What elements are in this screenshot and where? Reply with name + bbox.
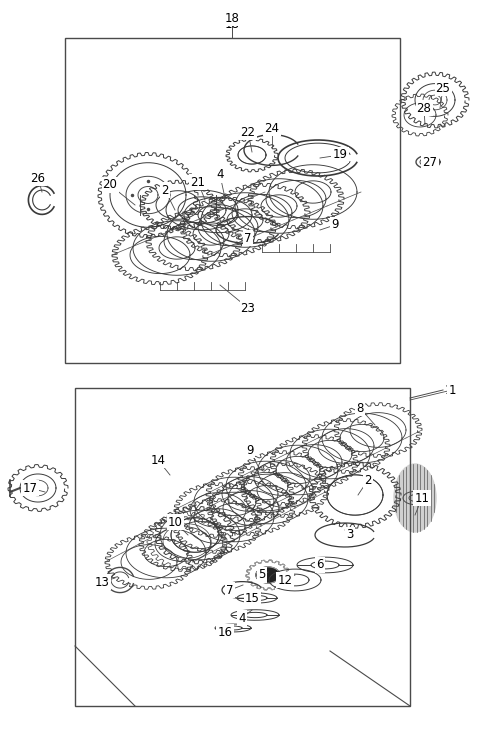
Bar [65,38,400,363]
Text: 1: 1 [444,384,452,397]
Text: 3: 3 [346,529,354,542]
Text: 4: 4 [238,611,246,624]
Text: 5: 5 [258,569,266,581]
Text: 24: 24 [264,122,279,135]
Text: 10: 10 [168,515,182,529]
Text: 26: 26 [31,171,46,184]
Text: 8: 8 [356,401,364,414]
Text: 25: 25 [435,81,450,94]
Text: 15: 15 [245,591,259,605]
Text: 14: 14 [151,454,166,466]
Text: 23: 23 [240,302,255,315]
Text: 9: 9 [331,218,339,231]
Text: 7: 7 [244,231,252,244]
Text: 21: 21 [191,176,205,189]
Text: 27: 27 [422,155,437,168]
Text: 9: 9 [246,444,254,457]
Text: 12: 12 [277,573,292,586]
Text: 6: 6 [316,559,324,572]
Text: 4: 4 [216,168,224,182]
Text: 18: 18 [225,12,240,24]
Text: 17: 17 [23,482,37,495]
Bar [75,388,410,706]
Text: 2: 2 [364,474,372,487]
Text: 16: 16 [217,626,232,638]
Text: 22: 22 [240,125,255,138]
Text: 2: 2 [161,184,169,196]
Text: 19: 19 [333,149,348,162]
Text: 28: 28 [417,102,432,114]
Text: 13: 13 [95,575,109,589]
Text: 7: 7 [226,583,234,597]
Text: 20: 20 [103,179,118,192]
Text: 11: 11 [415,491,430,504]
Ellipse shape [256,567,280,583]
Text: 1: 1 [448,384,456,397]
Ellipse shape [394,464,436,532]
Text: 18: 18 [225,18,240,31]
